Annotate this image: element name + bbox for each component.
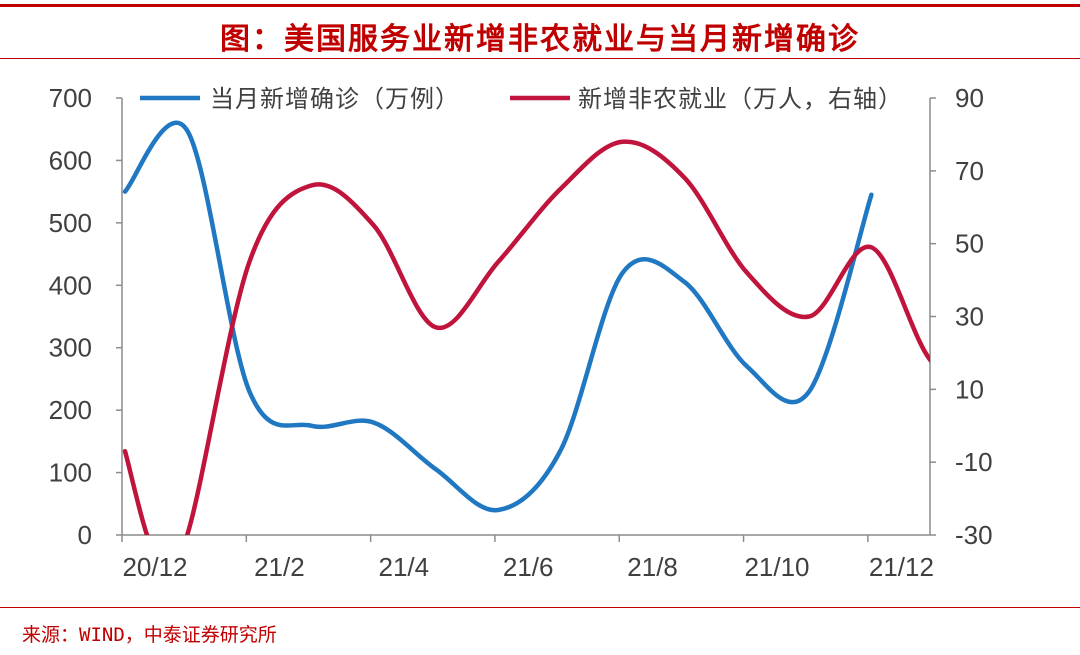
left-tick-label: 100 [49, 458, 92, 488]
right-tick-label: 90 [955, 83, 984, 113]
series-line-nonfarm-payrolls [122, 139, 930, 535]
left-tick-label: 200 [49, 395, 92, 425]
x-tick-label: 21/12 [869, 552, 934, 582]
left-tick-label: 700 [49, 83, 92, 113]
right-tick-label: 10 [955, 374, 984, 404]
x-axis-ticks: 20/12 21/2 21/4 21/6 21/8 21/10 21/12 [121, 535, 934, 582]
x-tick-label: 21/4 [378, 552, 429, 582]
left-tick-label: 600 [49, 145, 92, 175]
x-tick-label: 21/6 [503, 552, 554, 582]
right-tick-label: 50 [955, 229, 984, 259]
x-tick-label: 20/12 [122, 552, 187, 582]
right-tick-label: -30 [955, 520, 993, 550]
legend-label: 当月新增确诊（万例） [210, 85, 460, 113]
left-tick-label: 500 [49, 208, 92, 238]
right-axis-ticks: 90 70 50 30 10 -10 -30 [930, 83, 993, 550]
left-tick-label: 300 [49, 333, 92, 363]
x-tick-label: 21/10 [744, 552, 809, 582]
series-lines [122, 120, 930, 535]
right-tick-label: 70 [955, 156, 984, 186]
left-axis-ticks: 700 600 500 400 300 200 100 0 [49, 83, 122, 550]
left-tick-label: 0 [78, 520, 92, 550]
title-rule [0, 58, 1080, 59]
chart-title: 图：美国服务业新增非农就业与当月新增确诊 [220, 22, 860, 57]
legend: 当月新增确诊（万例） 新增非农就业（万人，右轴） [140, 85, 903, 113]
right-tick-label: 30 [955, 302, 984, 332]
series-line-confirmed-cases [122, 120, 874, 513]
source-note: 来源：WIND，中泰证券研究所 [22, 624, 277, 646]
x-tick-label: 21/2 [254, 552, 305, 582]
footer-rule [0, 607, 1080, 608]
x-tick-label: 21/8 [627, 552, 678, 582]
top-rule [0, 4, 1080, 7]
right-tick-label: -10 [955, 447, 993, 477]
left-tick-label: 400 [49, 270, 92, 300]
legend-label: 新增非农就业（万人，右轴） [578, 85, 903, 113]
